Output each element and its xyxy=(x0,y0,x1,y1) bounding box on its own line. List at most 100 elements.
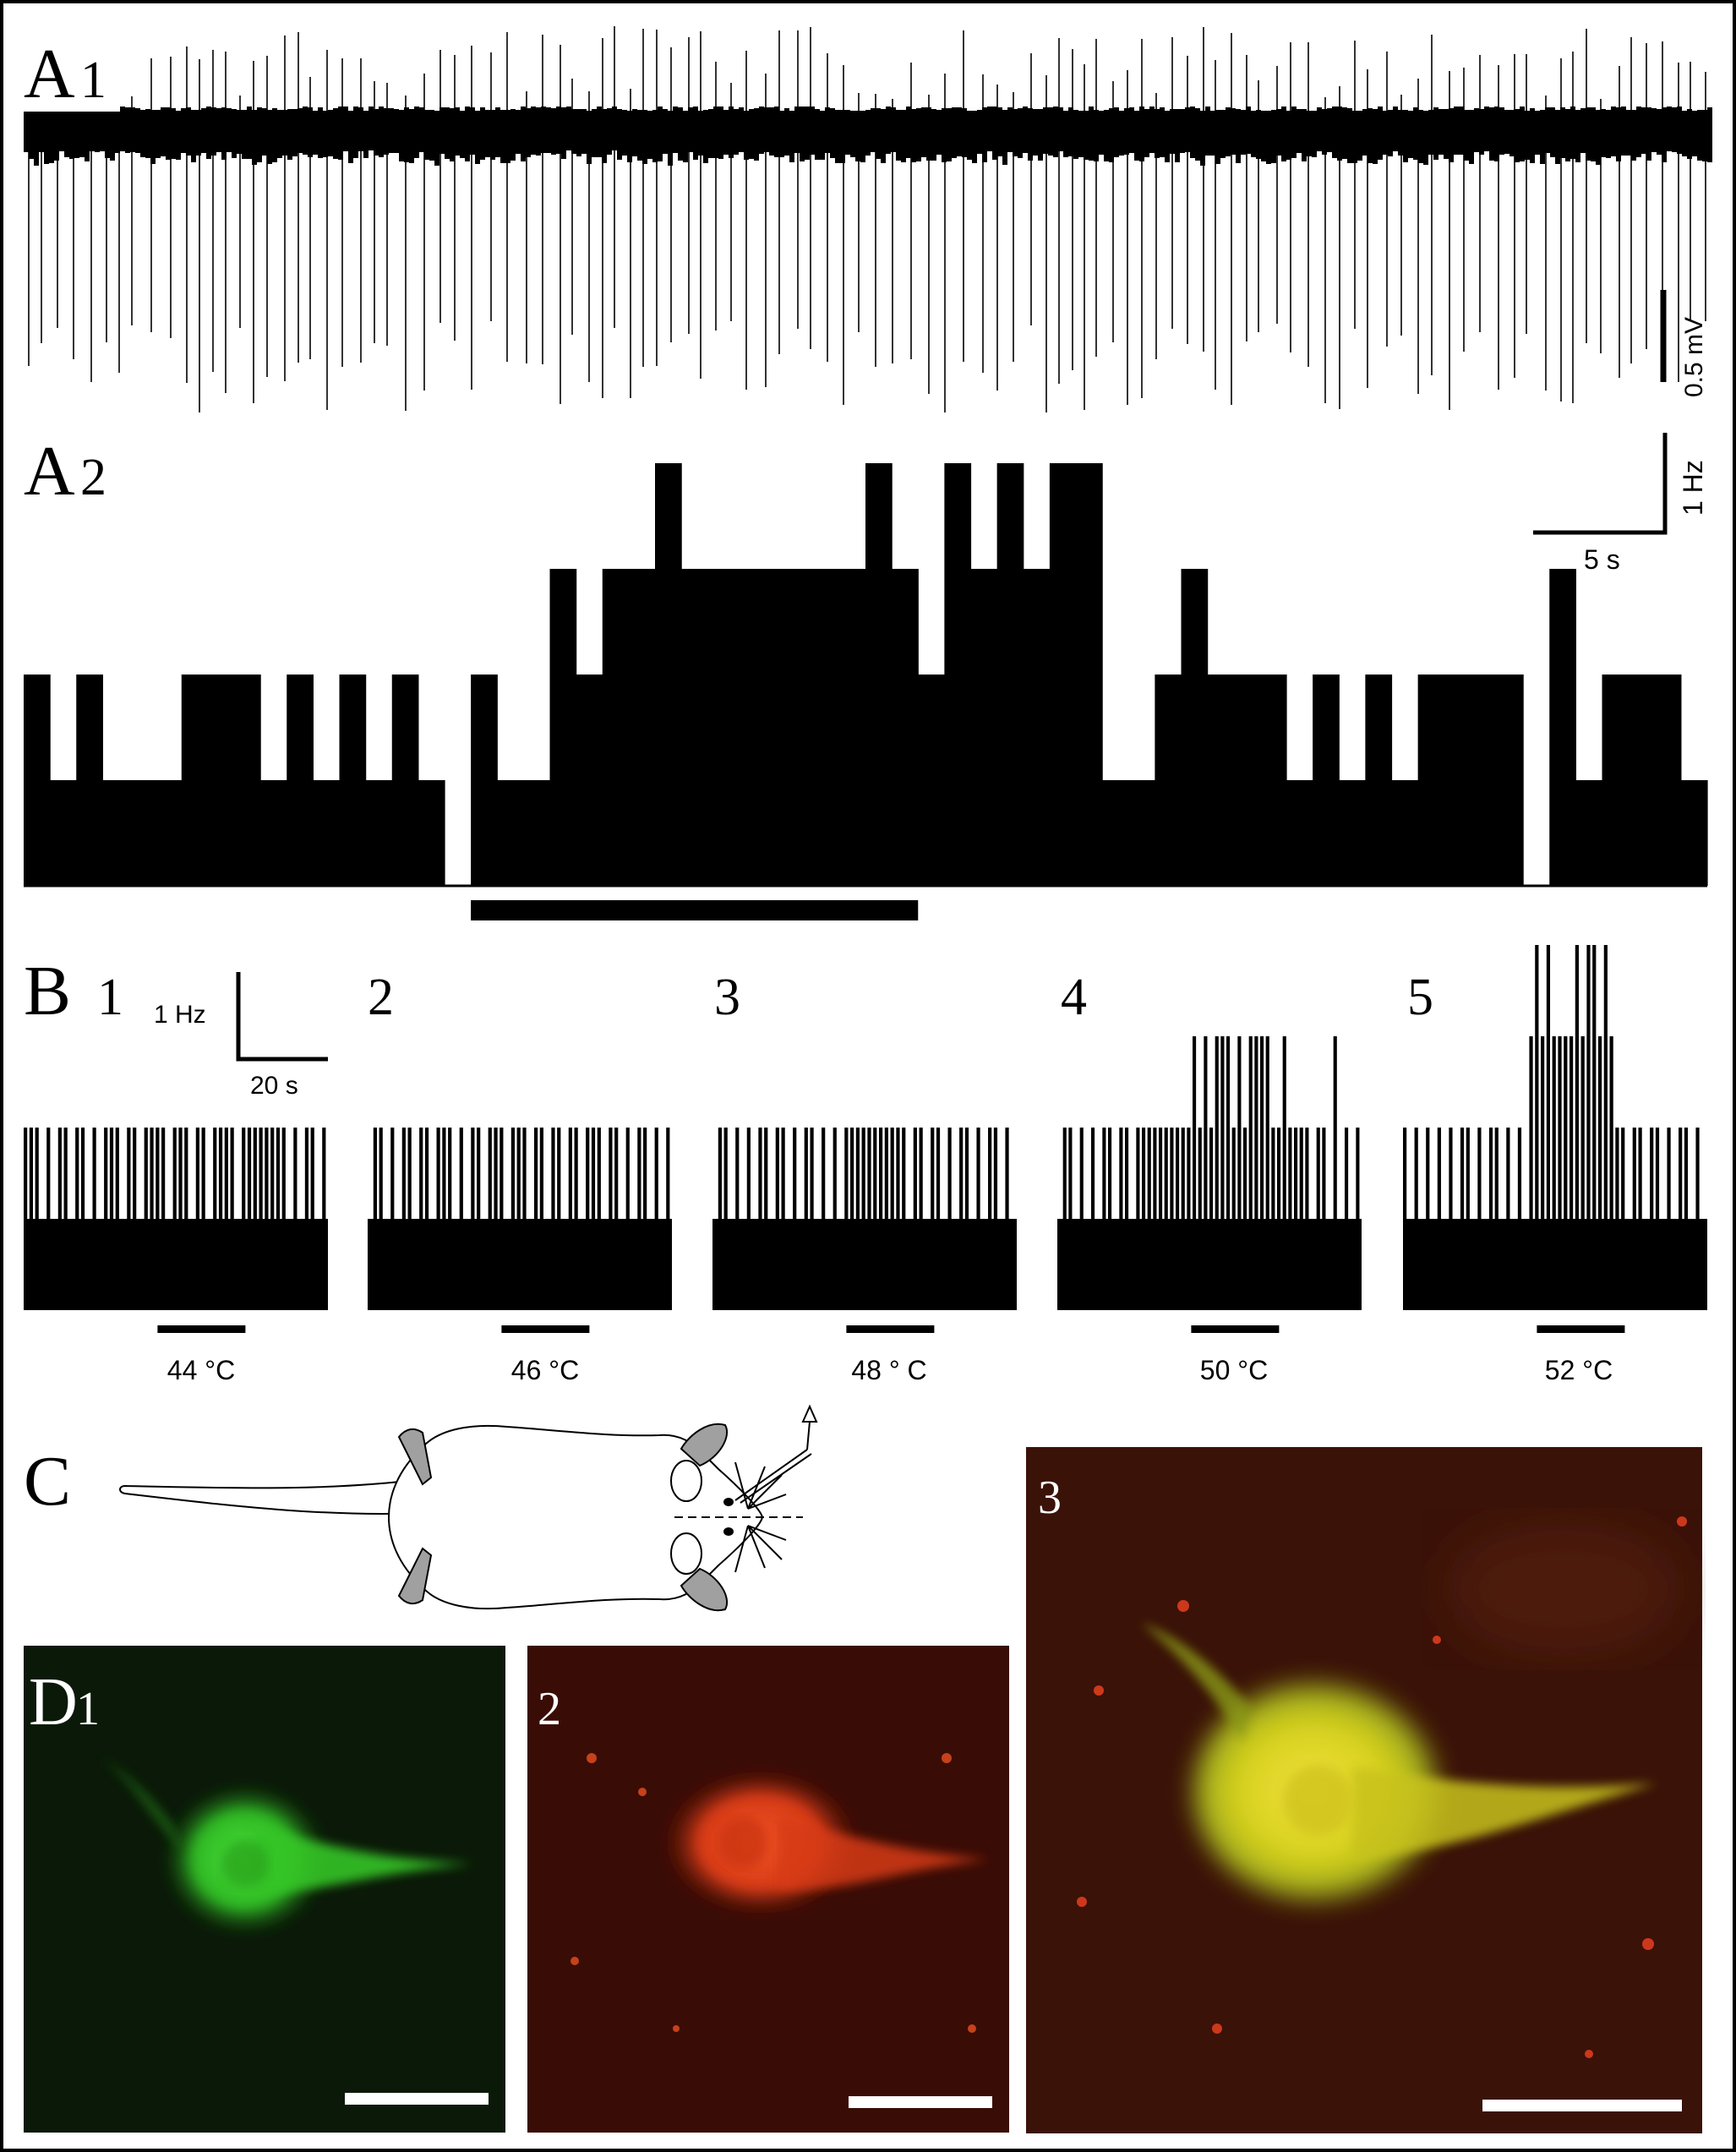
a1-noise-segment xyxy=(1438,109,1444,155)
a1-noise-segment xyxy=(1013,109,1018,156)
a1-noise-segment xyxy=(1078,111,1084,157)
b-scale-bar xyxy=(236,972,328,1062)
a1-noise-segment xyxy=(1545,107,1550,153)
a1-noise-segment xyxy=(221,107,227,160)
a1-noise-segment xyxy=(1575,110,1580,162)
merged-red-puncta xyxy=(1077,1516,1687,2058)
a1-noise-segment xyxy=(1134,111,1139,161)
a1-noise-segment xyxy=(551,108,556,155)
a1-noise-segment xyxy=(957,107,962,156)
a1-noise-segment xyxy=(1520,107,1525,161)
a1-noise-segment xyxy=(1596,110,1601,165)
a2-bar xyxy=(1076,463,1103,886)
a1-noise-segment xyxy=(145,109,150,158)
a1-noise-segment xyxy=(703,110,708,163)
a1-baseline-noise xyxy=(24,107,1712,166)
a1-noise-segment xyxy=(652,110,658,162)
a1-noise-segment xyxy=(140,110,145,157)
b-bar xyxy=(1575,945,1579,1310)
d-panel-subnumber: 1 xyxy=(76,1683,100,1735)
a1-noise-segment xyxy=(972,111,977,163)
a1-noise-segment xyxy=(1241,110,1246,155)
a1-noise-segment xyxy=(59,107,64,151)
a1-noise-segment xyxy=(693,107,698,160)
a1-noise-segment xyxy=(1190,107,1195,158)
a1-noise-segment xyxy=(1631,110,1636,161)
b-floor-block xyxy=(1403,1219,1707,1310)
a2-bar xyxy=(1181,569,1209,886)
a1-noise-segment xyxy=(1226,107,1231,156)
a2-bar xyxy=(1575,780,1603,886)
a1-noise-segment xyxy=(952,107,957,158)
panel-a1: A 1 0.5 mV xyxy=(19,26,1712,412)
a1-noise-segment xyxy=(881,109,886,163)
a1-noise-segment xyxy=(216,108,221,152)
a2-bar xyxy=(50,780,77,886)
b-temp-label-4: 50 °C xyxy=(1200,1355,1268,1385)
a1-noise-segment xyxy=(1692,111,1697,156)
a1-noise-segment xyxy=(505,110,510,163)
a1-noise-segment xyxy=(1464,110,1469,161)
a1-noise-segment xyxy=(997,107,1002,156)
a2-bar xyxy=(207,675,235,886)
a2-bar xyxy=(1155,675,1182,886)
a2-histogram xyxy=(24,463,1708,886)
a1-noise-segment xyxy=(1007,107,1013,152)
a1-noise-segment xyxy=(1322,109,1327,155)
a1-noise-segment xyxy=(1043,107,1048,154)
b-scale-x-label: 20 s xyxy=(250,1072,298,1100)
a1-noise-segment xyxy=(338,107,343,160)
a1-noise-segment xyxy=(698,111,703,156)
a1-noise-segment xyxy=(298,108,303,153)
a1-noise-segment xyxy=(343,107,348,151)
b-bar xyxy=(1569,1036,1574,1310)
b-bar xyxy=(1558,1036,1562,1310)
a2-bar xyxy=(128,780,156,886)
a1-noise-segment xyxy=(1068,107,1073,156)
mouse-schematic xyxy=(119,1404,818,1612)
b-bar xyxy=(1333,1036,1337,1310)
a1-noise-segment xyxy=(1317,107,1322,151)
a1-noise-segment xyxy=(272,108,277,162)
b-floor-block xyxy=(368,1219,672,1310)
a1-noise-segment xyxy=(1286,111,1291,160)
a1-noise-segment xyxy=(135,108,140,153)
a1-noise-segment xyxy=(1418,110,1423,163)
mouse-whiskers xyxy=(734,1461,787,1573)
a1-noise-segment xyxy=(206,107,211,159)
a1-noise-segment xyxy=(1109,108,1114,162)
b-floor-block xyxy=(1057,1219,1362,1310)
a1-noise-segment xyxy=(262,108,267,156)
a1-noise-segment xyxy=(257,107,262,162)
a1-noise-segment xyxy=(24,107,29,152)
a1-noise-segment xyxy=(754,108,759,161)
a2-bar xyxy=(1286,780,1313,886)
a1-noise-segment xyxy=(1469,110,1474,164)
a1-noise-segment xyxy=(632,109,637,156)
a1-noise-segment xyxy=(977,110,982,154)
a1-panel-subnumber: 1 xyxy=(80,52,106,109)
a1-noise-segment xyxy=(1591,107,1596,161)
a1-noise-segment xyxy=(1570,107,1575,159)
a1-noise-segment xyxy=(419,107,424,152)
a2-bar xyxy=(1654,675,1682,886)
a1-noise-segment xyxy=(926,107,931,161)
a1-noise-segment xyxy=(434,111,439,166)
d1-neuron xyxy=(101,1758,473,1937)
a1-noise-segment xyxy=(130,107,135,152)
b-histogram-1 xyxy=(24,1128,328,1333)
a1-noise-segment xyxy=(333,108,338,159)
a1-noise-segment xyxy=(470,107,475,155)
a1-noise-segment xyxy=(490,110,495,160)
a2-bar xyxy=(365,780,393,886)
a1-noise-segment xyxy=(1347,108,1352,163)
a1-noise-segment xyxy=(1586,107,1591,161)
a1-noise-segment xyxy=(556,107,561,154)
b-bar xyxy=(1260,1036,1264,1310)
a2-scale-x-label: 5 s xyxy=(1584,544,1620,575)
a1-noise-segment xyxy=(485,110,490,157)
a1-noise-segment xyxy=(637,110,642,161)
b-bar xyxy=(1564,1036,1568,1310)
a1-noise-segment xyxy=(1185,107,1190,152)
a1-noise-segment xyxy=(587,111,592,164)
